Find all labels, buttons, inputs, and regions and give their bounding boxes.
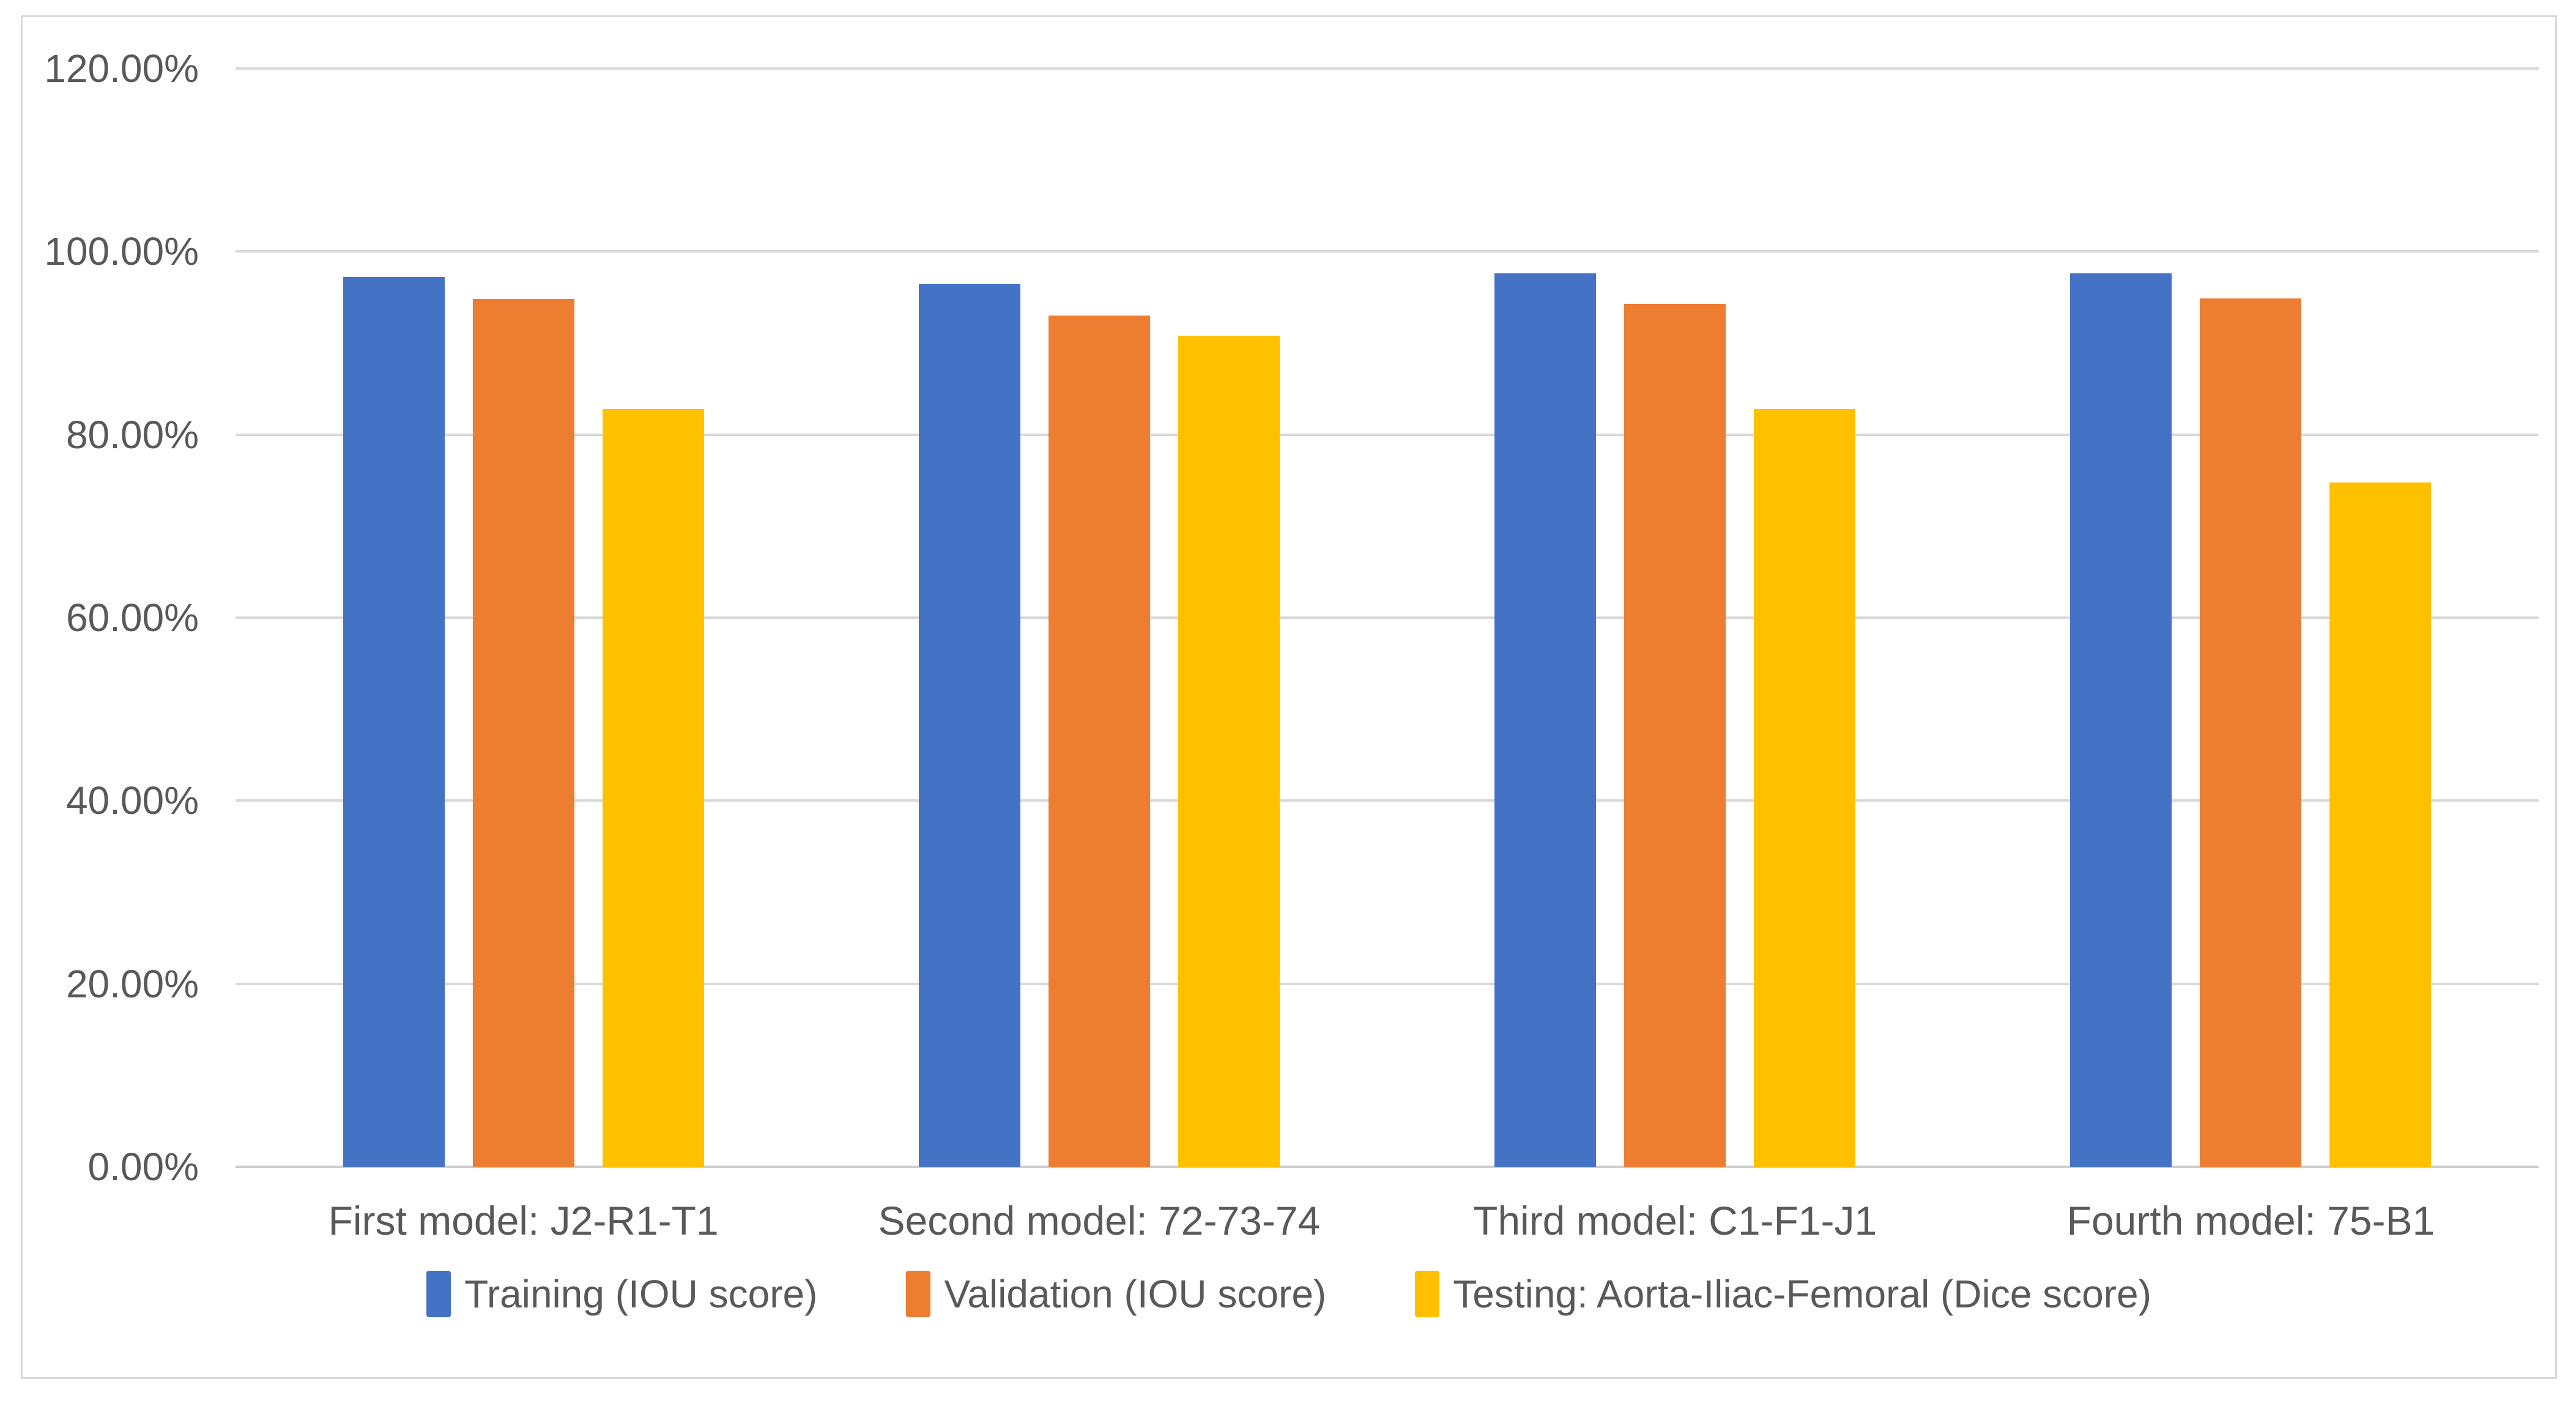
x-category-label-3: Third model: C1-F1-J1 [1473, 1198, 1877, 1243]
y-tick-label-20: 20.00% [65, 961, 199, 1006]
bar-group-3 [1387, 68, 1963, 1167]
bar-testing-group-2 [1178, 336, 1280, 1167]
bar-testing-group-3 [1754, 408, 1856, 1167]
x-category-label-2: Second model: 72-73-74 [878, 1198, 1321, 1243]
legend-swatch-icon [906, 1271, 931, 1317]
y-tick-label-80: 80.00% [65, 412, 199, 457]
bar-testing-group-1 [602, 408, 704, 1167]
bar-training-group-4 [2070, 273, 2172, 1167]
legend-item-2: Validation (IOU score) [906, 1271, 1326, 1317]
bar-validation-group-4 [2200, 298, 2302, 1167]
gridline-80 [236, 433, 2539, 436]
bar-validation-group-1 [472, 299, 574, 1167]
legend-label: Validation (IOU score) [944, 1272, 1327, 1316]
legend-swatch-icon [1415, 1271, 1440, 1317]
bar-group-1 [236, 68, 811, 1167]
bar-groups-layer [236, 68, 2539, 1167]
legend-label: Testing: Aorta-Iliac-Femoral (Dice score… [1453, 1272, 2151, 1316]
x-axis-category-labels: First model: J2-R1-T1 Second model: 72-73… [236, 1197, 2539, 1244]
plot-area [236, 67, 2539, 1168]
gridline-60 [236, 616, 2539, 619]
bar-group-2 [811, 68, 1387, 1167]
legend-item-3: Testing: Aorta-Iliac-Femoral (Dice score… [1415, 1271, 2151, 1317]
gridline-100 [236, 250, 2539, 253]
bar-testing-group-4 [2329, 482, 2432, 1167]
bar-validation-group-3 [1624, 303, 1726, 1167]
bar-group-4 [1963, 68, 2539, 1167]
legend-label: Training (IOU score) [464, 1272, 818, 1316]
legend-swatch-icon [426, 1271, 451, 1317]
bar-training-group-3 [1494, 273, 1597, 1167]
bar-training-group-1 [343, 277, 445, 1167]
y-tick-label-120: 120.00% [44, 46, 199, 91]
x-category-label-1: First model: J2-R1-T1 [328, 1198, 719, 1243]
gridline-40 [236, 799, 2539, 802]
y-axis-tick-labels: 0.00% 20.00% 40.00% 60.00% 80.00% 100.00% 120.… [24, 46, 199, 1189]
gridline-20 [236, 982, 2539, 985]
gridline-120 [236, 67, 2539, 70]
legend: Training (IOU score) Validation (IOU scor… [21, 1271, 2557, 1317]
y-tick-label-0: 0.00% [87, 1145, 199, 1189]
bar-training-group-2 [918, 283, 1020, 1167]
x-axis-line [236, 1166, 2539, 1168]
legend-item-1: Training (IOU score) [426, 1271, 817, 1317]
y-tick-label-60: 60.00% [65, 596, 199, 640]
x-category-label-4: Fourth model: 75-B1 [2066, 1198, 2435, 1243]
bar-validation-group-2 [1048, 316, 1150, 1167]
y-tick-label-40: 40.00% [65, 778, 199, 823]
y-tick-label-100: 100.00% [44, 229, 199, 274]
